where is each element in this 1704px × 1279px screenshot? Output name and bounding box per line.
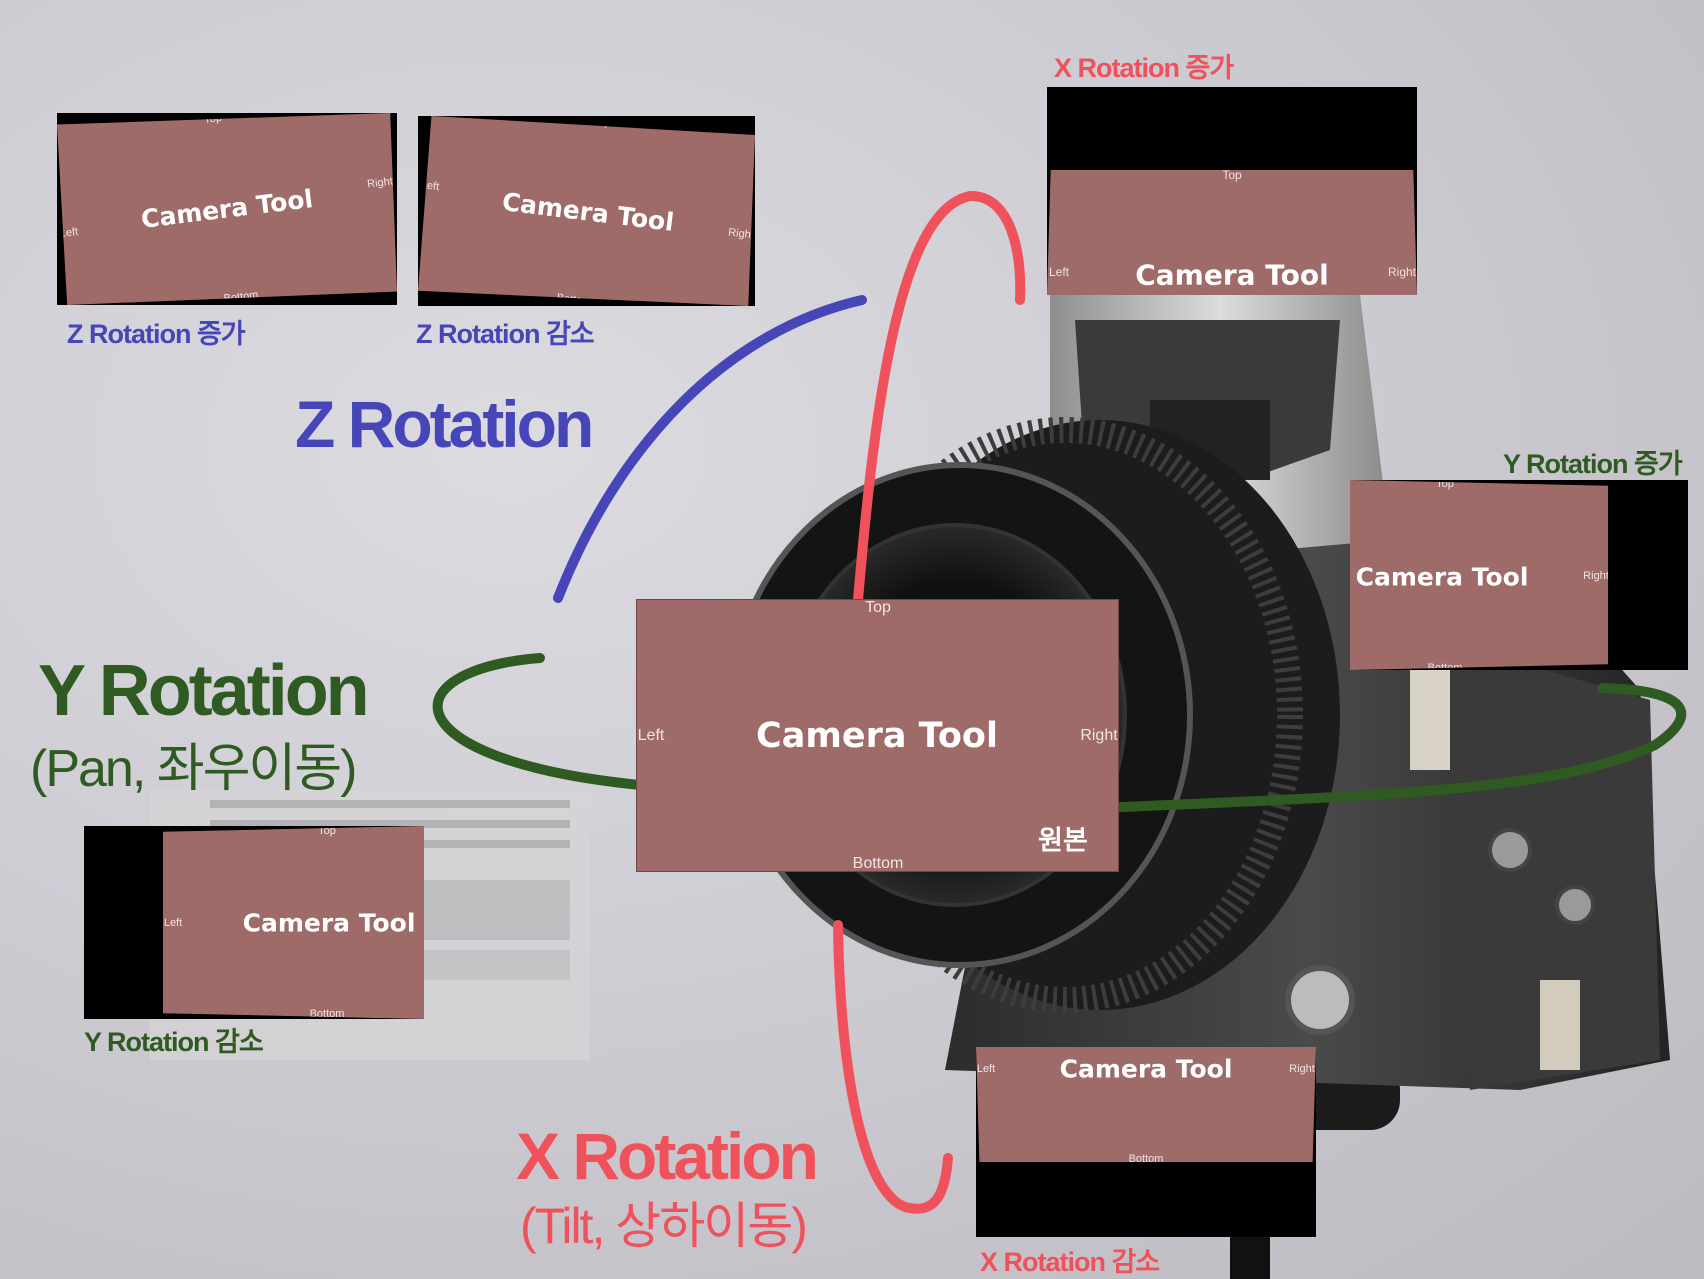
x-rotation-title: X Rotation [516,1119,819,1193]
y-dec-caption: Y Rotation 감소 [84,1027,264,1057]
x-rotation-increase-view: Camera Tool Top Left Right [1047,87,1417,295]
z-rotation-decrease-view: Camera Tool Top Left Right Bottom [418,116,755,306]
z-inc-viewport: Camera Tool Top Left Right Bottom [57,113,397,305]
x-dec-viewport: Camera Tool Left Right Bottom [976,1047,1316,1162]
y-rotation-subtitle: (Pan, 좌우이동) [30,740,357,798]
side-knob [1285,965,1355,1035]
x-dec-left: Left [976,1063,996,1075]
x-inc-label: Camera Tool [1135,258,1329,292]
x-inc-caption: X Rotation 증가 [1054,53,1234,83]
original-label: Camera Tool [756,716,998,756]
x-inc-viewport: Camera Tool Top Left Right [1047,170,1417,295]
y-rotation-increase-view: Camera Tool Top Right Bottom [1350,480,1688,670]
y-dec-top: Top [318,826,336,837]
original-tag: 원본 [1038,825,1088,857]
original-left: Left [637,727,665,744]
z-rotation-increase-view: Camera Tool Top Left Right Bottom [57,113,397,305]
chrome-strap-lug [1410,660,1450,770]
z-dec-viewport: Camera Tool Top Left Right Bottom [418,116,755,306]
z-inc-caption: Z Rotation 증가 [67,319,246,349]
y-rotation-arc-back [432,653,645,790]
x-dec-label: Camera Tool [1059,1054,1233,1084]
z-rotation-title: Z Rotation [295,387,594,461]
y-inc-top: Top [1436,480,1454,490]
x-dec-bottom: Bottom [1128,1153,1164,1165]
z-dec-caption: Z Rotation 감소 [416,319,595,349]
x-rotation-arc-bottom [833,920,953,1214]
y-inc-caption: Y Rotation 증가 [1503,449,1683,479]
y-rotation-title: Y Rotation [38,651,370,731]
chrome-strap-lug-2 [1540,980,1580,1070]
y-rotation-arc-front [1095,683,1687,813]
original-top: Top [865,599,891,616]
x-inc-right: Right [1387,265,1417,279]
z-rotation-arc [553,295,867,603]
y-dec-bottom: Bottom [309,1008,345,1019]
original-right: Right [1080,727,1118,744]
original-view: Camera Tool Top Left Right Bottom 원본 [636,599,1119,872]
x-dec-caption: X Rotation 감소 [980,1247,1160,1277]
x-inc-left: Left [1048,265,1070,279]
y-inc-right: Right [1583,570,1609,582]
x-rotation-decrease-view: Camera Tool Left Right Bottom [976,1047,1316,1237]
x-rotation-subtitle: (Tilt, 상하이동) [520,1198,808,1254]
y-dec-viewport: Camera Tool Top Left Bottom [163,826,424,1019]
y-inc-viewport: Camera Tool Top Right Bottom [1350,480,1608,670]
side-knob-small-2 [1555,885,1595,925]
side-knob-small [1488,828,1532,872]
y-inc-label: Camera Tool [1355,562,1529,592]
camera-body-edge [1440,640,1660,1090]
y-rotation-decrease-view: Camera Tool Top Left Bottom [84,826,424,1019]
x-inc-top: Top [1222,168,1242,182]
y-dec-left: Left [163,917,183,929]
y-inc-bottom: Bottom [1427,662,1463,670]
x-rotation-arc-top [853,190,1026,605]
x-dec-right: Right [1289,1063,1315,1075]
y-dec-label: Camera Tool [242,908,416,938]
original-bottom: Bottom [852,855,904,872]
